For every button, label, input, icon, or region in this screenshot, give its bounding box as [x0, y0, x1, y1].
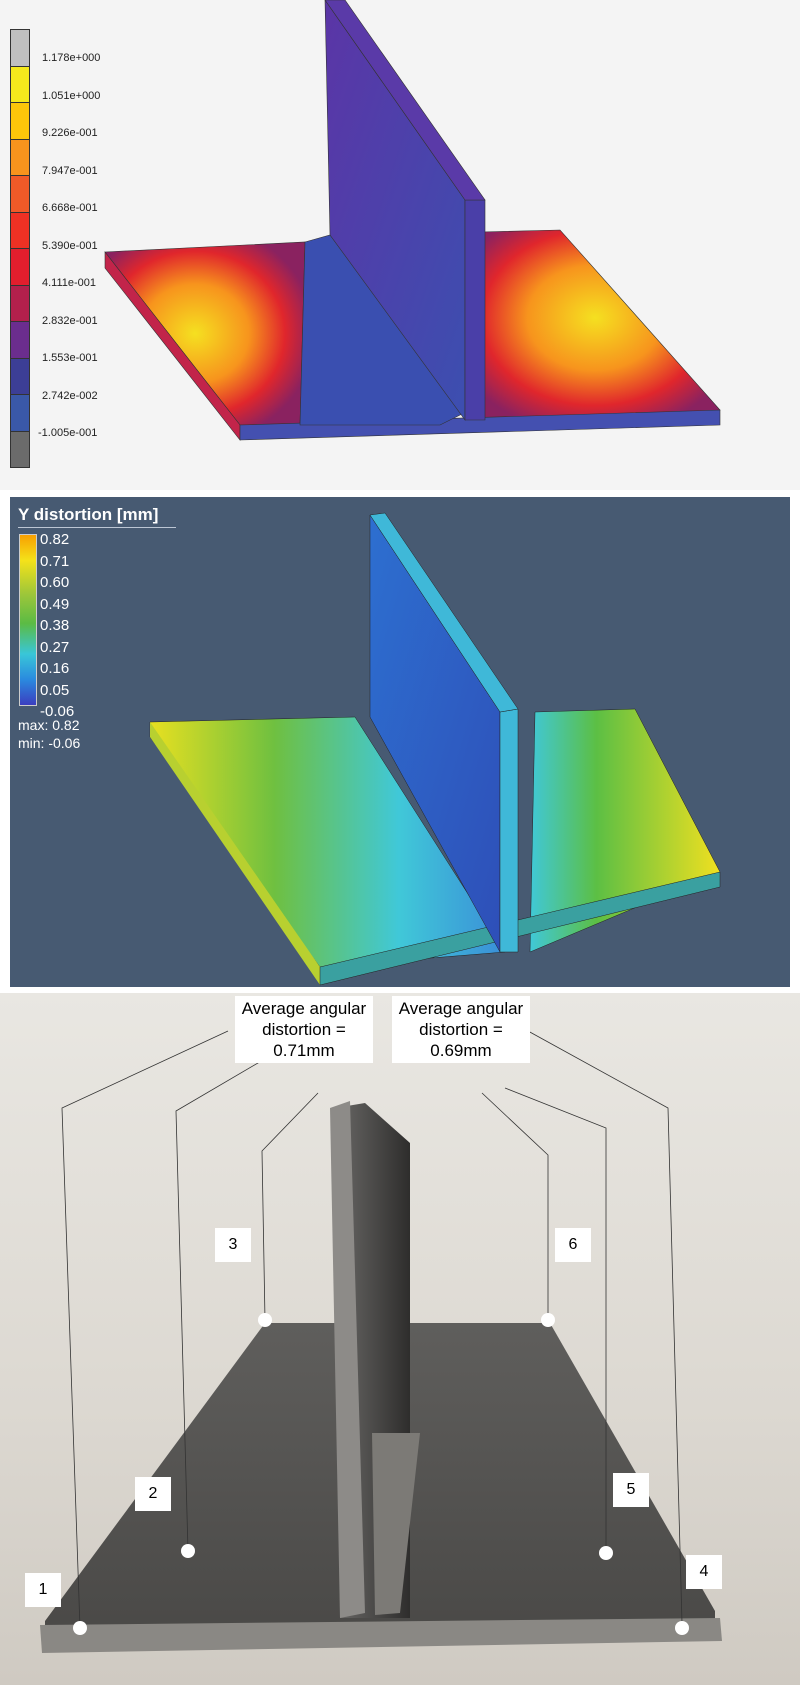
- point-label-4: 4: [686, 1555, 722, 1589]
- legend-label: 9.226e-001: [42, 127, 98, 139]
- fem-result-panel-top: 1.178e+000 1.051e+000 9.226e-001 7.947e-001…: [0, 0, 800, 490]
- legend-label: -1.005e-001: [38, 427, 98, 439]
- legend-label: 2.742e-002: [42, 389, 98, 402]
- t-joint-model-middle: [149, 512, 721, 986]
- annotation-line: 0.71mm: [273, 1041, 335, 1060]
- legend-label: 5.390e-001: [42, 239, 98, 252]
- color-legend-top: 1.178e+000 1.051e+000 9.226e-001 7.947e-001…: [10, 29, 100, 468]
- fem-result-panel-middle: Y distortion [mm] 0.82 0.71 0.60 0.49 0.38 0.…: [10, 497, 790, 987]
- legend-label: 0.49: [40, 595, 70, 613]
- legend-label: 1.178e+000: [42, 52, 101, 64]
- legend-label: 0.82: [40, 531, 70, 548]
- point-label-1: 1: [25, 1573, 61, 1607]
- annotation-line: distortion =: [262, 1020, 346, 1039]
- legend-title: Y distortion [mm]: [18, 505, 176, 528]
- legend-label: 0.38: [40, 617, 70, 634]
- point-label-3: 3: [215, 1228, 251, 1262]
- point-label-6: 6: [555, 1228, 591, 1262]
- point-label-5: 5: [613, 1473, 649, 1507]
- legend-label: 4.111e-001: [42, 277, 97, 289]
- left-distortion-annotation: Average angular distortion = 0.71mm: [235, 996, 373, 1063]
- legend-label: 7.947e-001: [42, 164, 98, 177]
- point-label-2: 2: [135, 1477, 171, 1511]
- leader-lines: [61, 1030, 683, 1629]
- welded-specimen-photo: [40, 1030, 722, 1653]
- max-label: max: 0.82: [18, 717, 80, 733]
- legend-label: 2.832e-001: [42, 314, 98, 327]
- legend-label: -0.06: [40, 703, 75, 720]
- legend-label: 6.668e-001: [42, 202, 98, 214]
- legend-label: 0.60: [40, 574, 70, 591]
- t-joint-model-top: [104, 0, 721, 441]
- legend-label: 0.71: [40, 552, 70, 570]
- color-scale-bar: [19, 534, 37, 706]
- photo-panel-bottom: Average angular distortion = 0.71mm Aver…: [0, 993, 800, 1685]
- annotation-line: 0.69mm: [430, 1041, 492, 1060]
- annotation-line: distortion =: [419, 1020, 503, 1039]
- right-distortion-annotation: Average angular distortion = 0.69mm: [392, 996, 530, 1063]
- legend-label: 1.051e+000: [42, 89, 101, 102]
- legend-label: 0.05: [40, 681, 70, 699]
- legend-swatch: [10, 430, 30, 468]
- legend-label: 0.16: [40, 660, 70, 677]
- annotation-line: Average angular: [398, 999, 524, 1018]
- legend-label: 1.553e-001: [42, 352, 98, 364]
- measurement-points: [73, 1313, 689, 1635]
- min-label: min: -0.06: [18, 735, 81, 751]
- annotation-line: Average angular: [241, 999, 367, 1018]
- legend-label: 0.27: [40, 638, 70, 656]
